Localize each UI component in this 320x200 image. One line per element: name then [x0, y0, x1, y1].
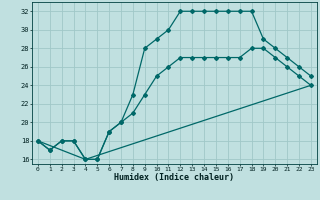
X-axis label: Humidex (Indice chaleur): Humidex (Indice chaleur) — [115, 173, 234, 182]
